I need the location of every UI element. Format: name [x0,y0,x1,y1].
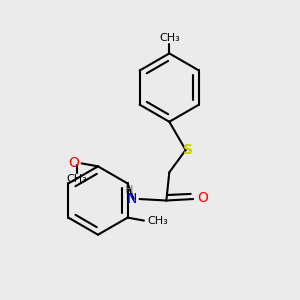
Text: CH₃: CH₃ [159,33,180,43]
Text: CH₃: CH₃ [67,174,88,184]
Text: O: O [198,190,208,205]
Text: S: S [183,143,193,157]
Text: H: H [125,185,134,195]
Text: CH₃: CH₃ [147,216,168,226]
Text: O: O [68,156,79,170]
Text: N: N [126,192,136,206]
